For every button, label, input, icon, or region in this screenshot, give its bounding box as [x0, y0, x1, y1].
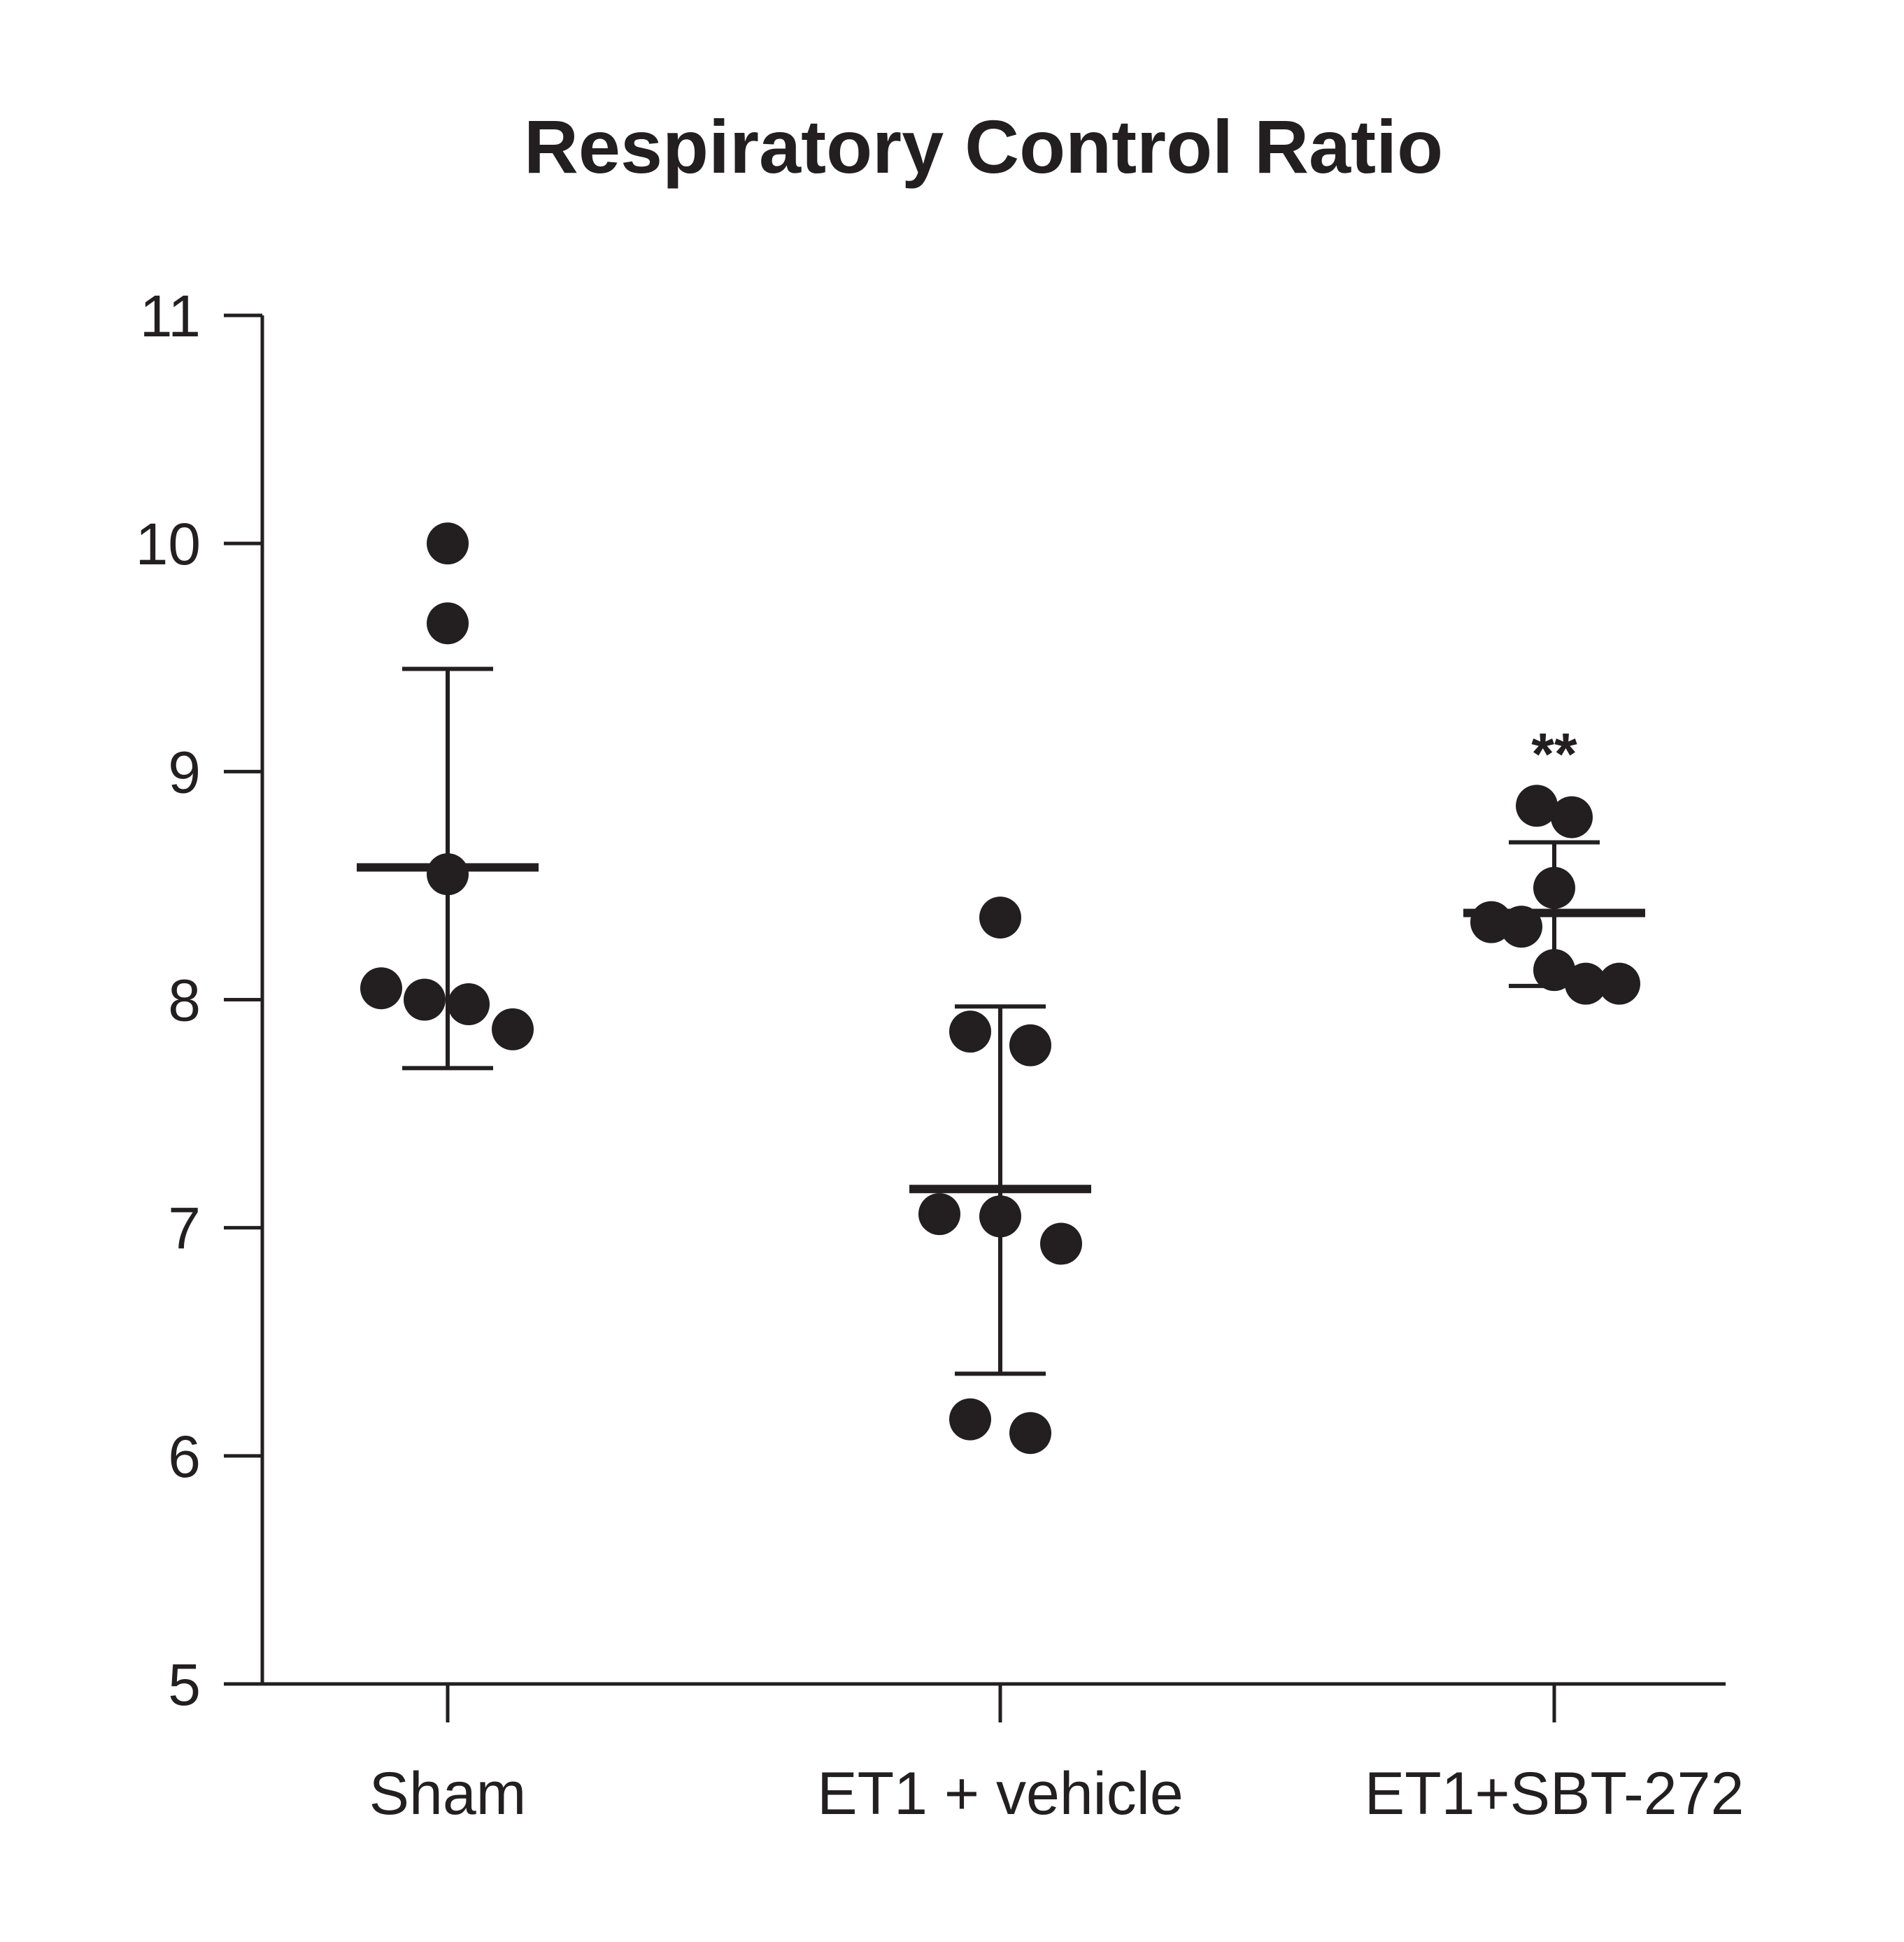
significance-annotation: **	[1531, 721, 1577, 787]
data-point	[1009, 1412, 1051, 1455]
x-category-label: ET1+SBT-272	[1365, 1760, 1745, 1827]
data-point	[448, 983, 490, 1026]
data-point	[1009, 1024, 1051, 1066]
data-point	[1551, 796, 1593, 838]
x-category-label: ET1 + vehicle	[817, 1760, 1183, 1827]
x-category-label: Sham	[369, 1760, 527, 1827]
y-tick-label: 10	[136, 511, 201, 577]
data-point	[1516, 785, 1558, 827]
data-point	[1040, 1222, 1082, 1265]
data-point	[427, 522, 469, 565]
data-point	[1500, 906, 1542, 948]
data-point	[979, 897, 1021, 939]
data-point	[1565, 962, 1607, 1005]
y-tick-label: 5	[168, 1652, 201, 1718]
data-point	[979, 1195, 1021, 1238]
data-point	[492, 1008, 534, 1050]
data-point	[949, 1398, 991, 1441]
y-tick-label: 8	[168, 968, 201, 1034]
data-groups: **	[357, 522, 1645, 1455]
data-point	[1598, 962, 1640, 1005]
data-point	[404, 978, 446, 1021]
y-tick-label: 6	[168, 1424, 201, 1490]
data-point	[360, 967, 402, 1010]
data-point	[427, 602, 469, 645]
group-0	[357, 522, 539, 1071]
chart-title: Respiratory Control Ratio	[524, 104, 1443, 189]
x-axis-ticks: Sham ET1 + vehicle ET1+SBT-272	[369, 1684, 1745, 1827]
y-tick-label: 7	[168, 1196, 201, 1262]
group-2: **	[1463, 721, 1645, 1005]
data-point	[427, 853, 469, 896]
y-axis-ticks: 5 6 7 8 9 10 11	[136, 283, 262, 1718]
y-tick-label: 9	[168, 739, 201, 805]
data-point	[918, 1193, 960, 1236]
group-1	[909, 897, 1091, 1455]
data-point	[1533, 866, 1575, 909]
y-tick-label: 11	[140, 283, 201, 349]
data-point	[1533, 949, 1575, 992]
data-point	[949, 1011, 991, 1053]
